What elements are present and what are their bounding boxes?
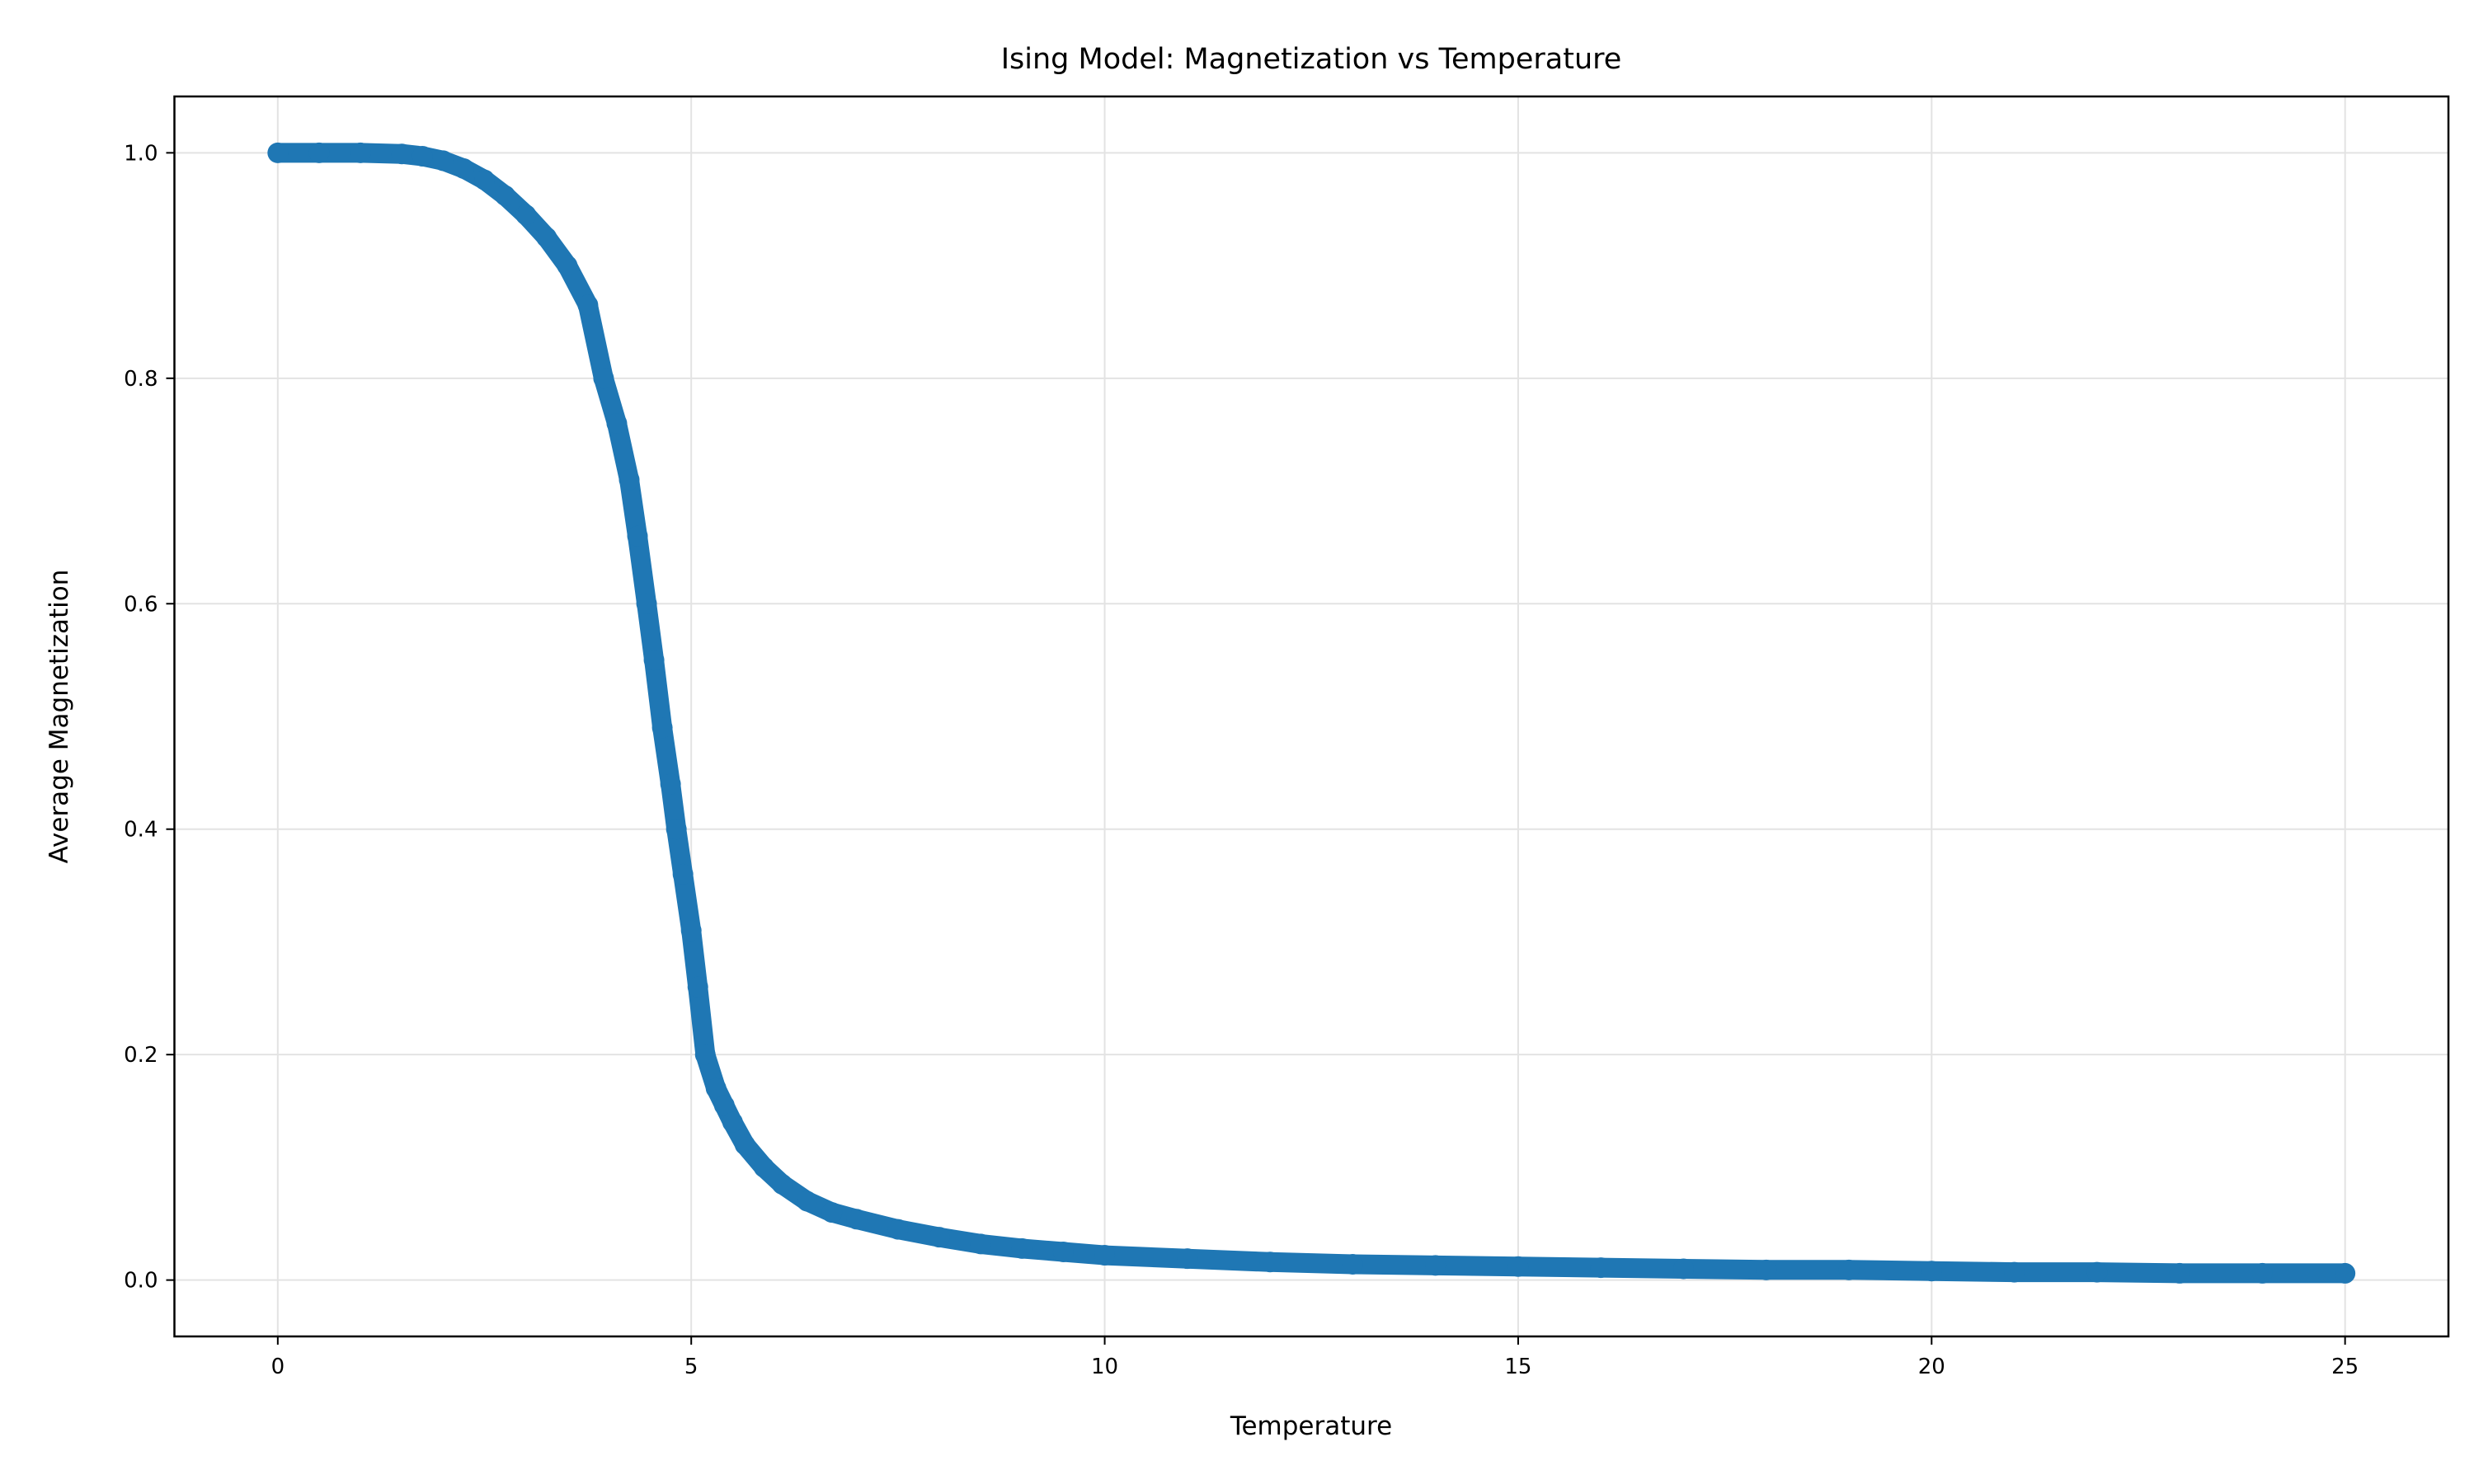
x-tick-label: 5 <box>684 1355 698 1379</box>
grid <box>174 96 2448 1336</box>
data-point <box>1838 1259 1860 1280</box>
chart-title: Ising Model: Magnetization vs Temperatur… <box>1001 43 1622 76</box>
data-point <box>1011 1237 1032 1259</box>
data-point <box>713 1095 735 1116</box>
data-point <box>515 204 537 226</box>
data-point <box>350 142 371 163</box>
data-point <box>846 1209 868 1230</box>
data-point <box>666 819 687 840</box>
data-point <box>1507 1256 1529 1277</box>
series-trace <box>267 143 2355 1284</box>
x-tick-label: 25 <box>2331 1355 2359 1379</box>
x-tick-label: 15 <box>1504 1355 1531 1379</box>
data-point <box>722 1111 743 1133</box>
data-point <box>606 413 628 434</box>
data-point <box>1672 1258 1694 1280</box>
data-point <box>495 185 516 206</box>
data-point <box>660 773 681 795</box>
data-point <box>970 1233 991 1255</box>
y-axis-label: Average Magnetization <box>45 570 74 864</box>
data-point <box>1921 1261 1942 1282</box>
data-point <box>2335 1262 2356 1284</box>
x-tick-label: 0 <box>271 1355 285 1379</box>
data-point <box>593 368 614 389</box>
data-point <box>797 1190 818 1212</box>
data-point <box>577 294 599 316</box>
data-point <box>687 976 708 998</box>
data-point <box>2086 1261 2108 1283</box>
data-point <box>536 227 557 248</box>
data-point <box>1425 1255 1446 1276</box>
data-point <box>2169 1262 2190 1284</box>
data-point <box>643 650 665 671</box>
data-point <box>474 169 496 190</box>
data-point <box>618 469 640 491</box>
data-point <box>1259 1252 1281 1273</box>
data-point <box>1342 1253 1363 1275</box>
data-point <box>887 1219 909 1240</box>
y-tick-label: 0.6 <box>124 592 158 617</box>
x-axis-label: Temperature <box>1230 1411 1392 1441</box>
ticks: 0 5 10 15 20 25 0.0 0.2 0.4 0.6 0.8 1.0 <box>124 141 2359 1379</box>
data-point <box>1094 1245 1116 1266</box>
data-point <box>705 1078 727 1099</box>
x-tick-label: 20 <box>1918 1355 1945 1379</box>
data-point <box>557 255 578 276</box>
x-tick-label: 10 <box>1091 1355 1118 1379</box>
data-point <box>2004 1261 2025 1283</box>
data-point <box>680 920 702 942</box>
data-point <box>1177 1248 1198 1270</box>
data-point <box>1052 1241 1074 1262</box>
data-point <box>929 1227 950 1248</box>
data-point <box>308 142 330 163</box>
y-tick-label: 1.0 <box>124 141 158 166</box>
data-point <box>391 143 412 165</box>
y-tick-label: 0.2 <box>124 1043 158 1068</box>
y-tick-label: 0.4 <box>124 818 158 843</box>
data-point <box>267 142 289 163</box>
data-point <box>651 717 673 739</box>
data-point <box>453 158 474 180</box>
data-point <box>772 1173 793 1195</box>
data-point <box>1756 1259 1777 1280</box>
data-point <box>636 593 657 614</box>
data-point <box>432 150 454 171</box>
data-series <box>267 142 2356 1284</box>
data-point <box>672 863 694 885</box>
data-point <box>2251 1262 2273 1284</box>
data-point <box>694 1044 716 1065</box>
y-tick-label: 0.0 <box>124 1269 158 1294</box>
y-tick-label: 0.8 <box>124 367 158 392</box>
data-point <box>821 1202 843 1223</box>
data-point <box>753 1157 774 1178</box>
plot-frame <box>173 95 2450 1338</box>
data-point <box>1590 1257 1611 1279</box>
data-point <box>627 525 648 547</box>
data-point <box>412 145 433 167</box>
data-point <box>734 1134 755 1156</box>
